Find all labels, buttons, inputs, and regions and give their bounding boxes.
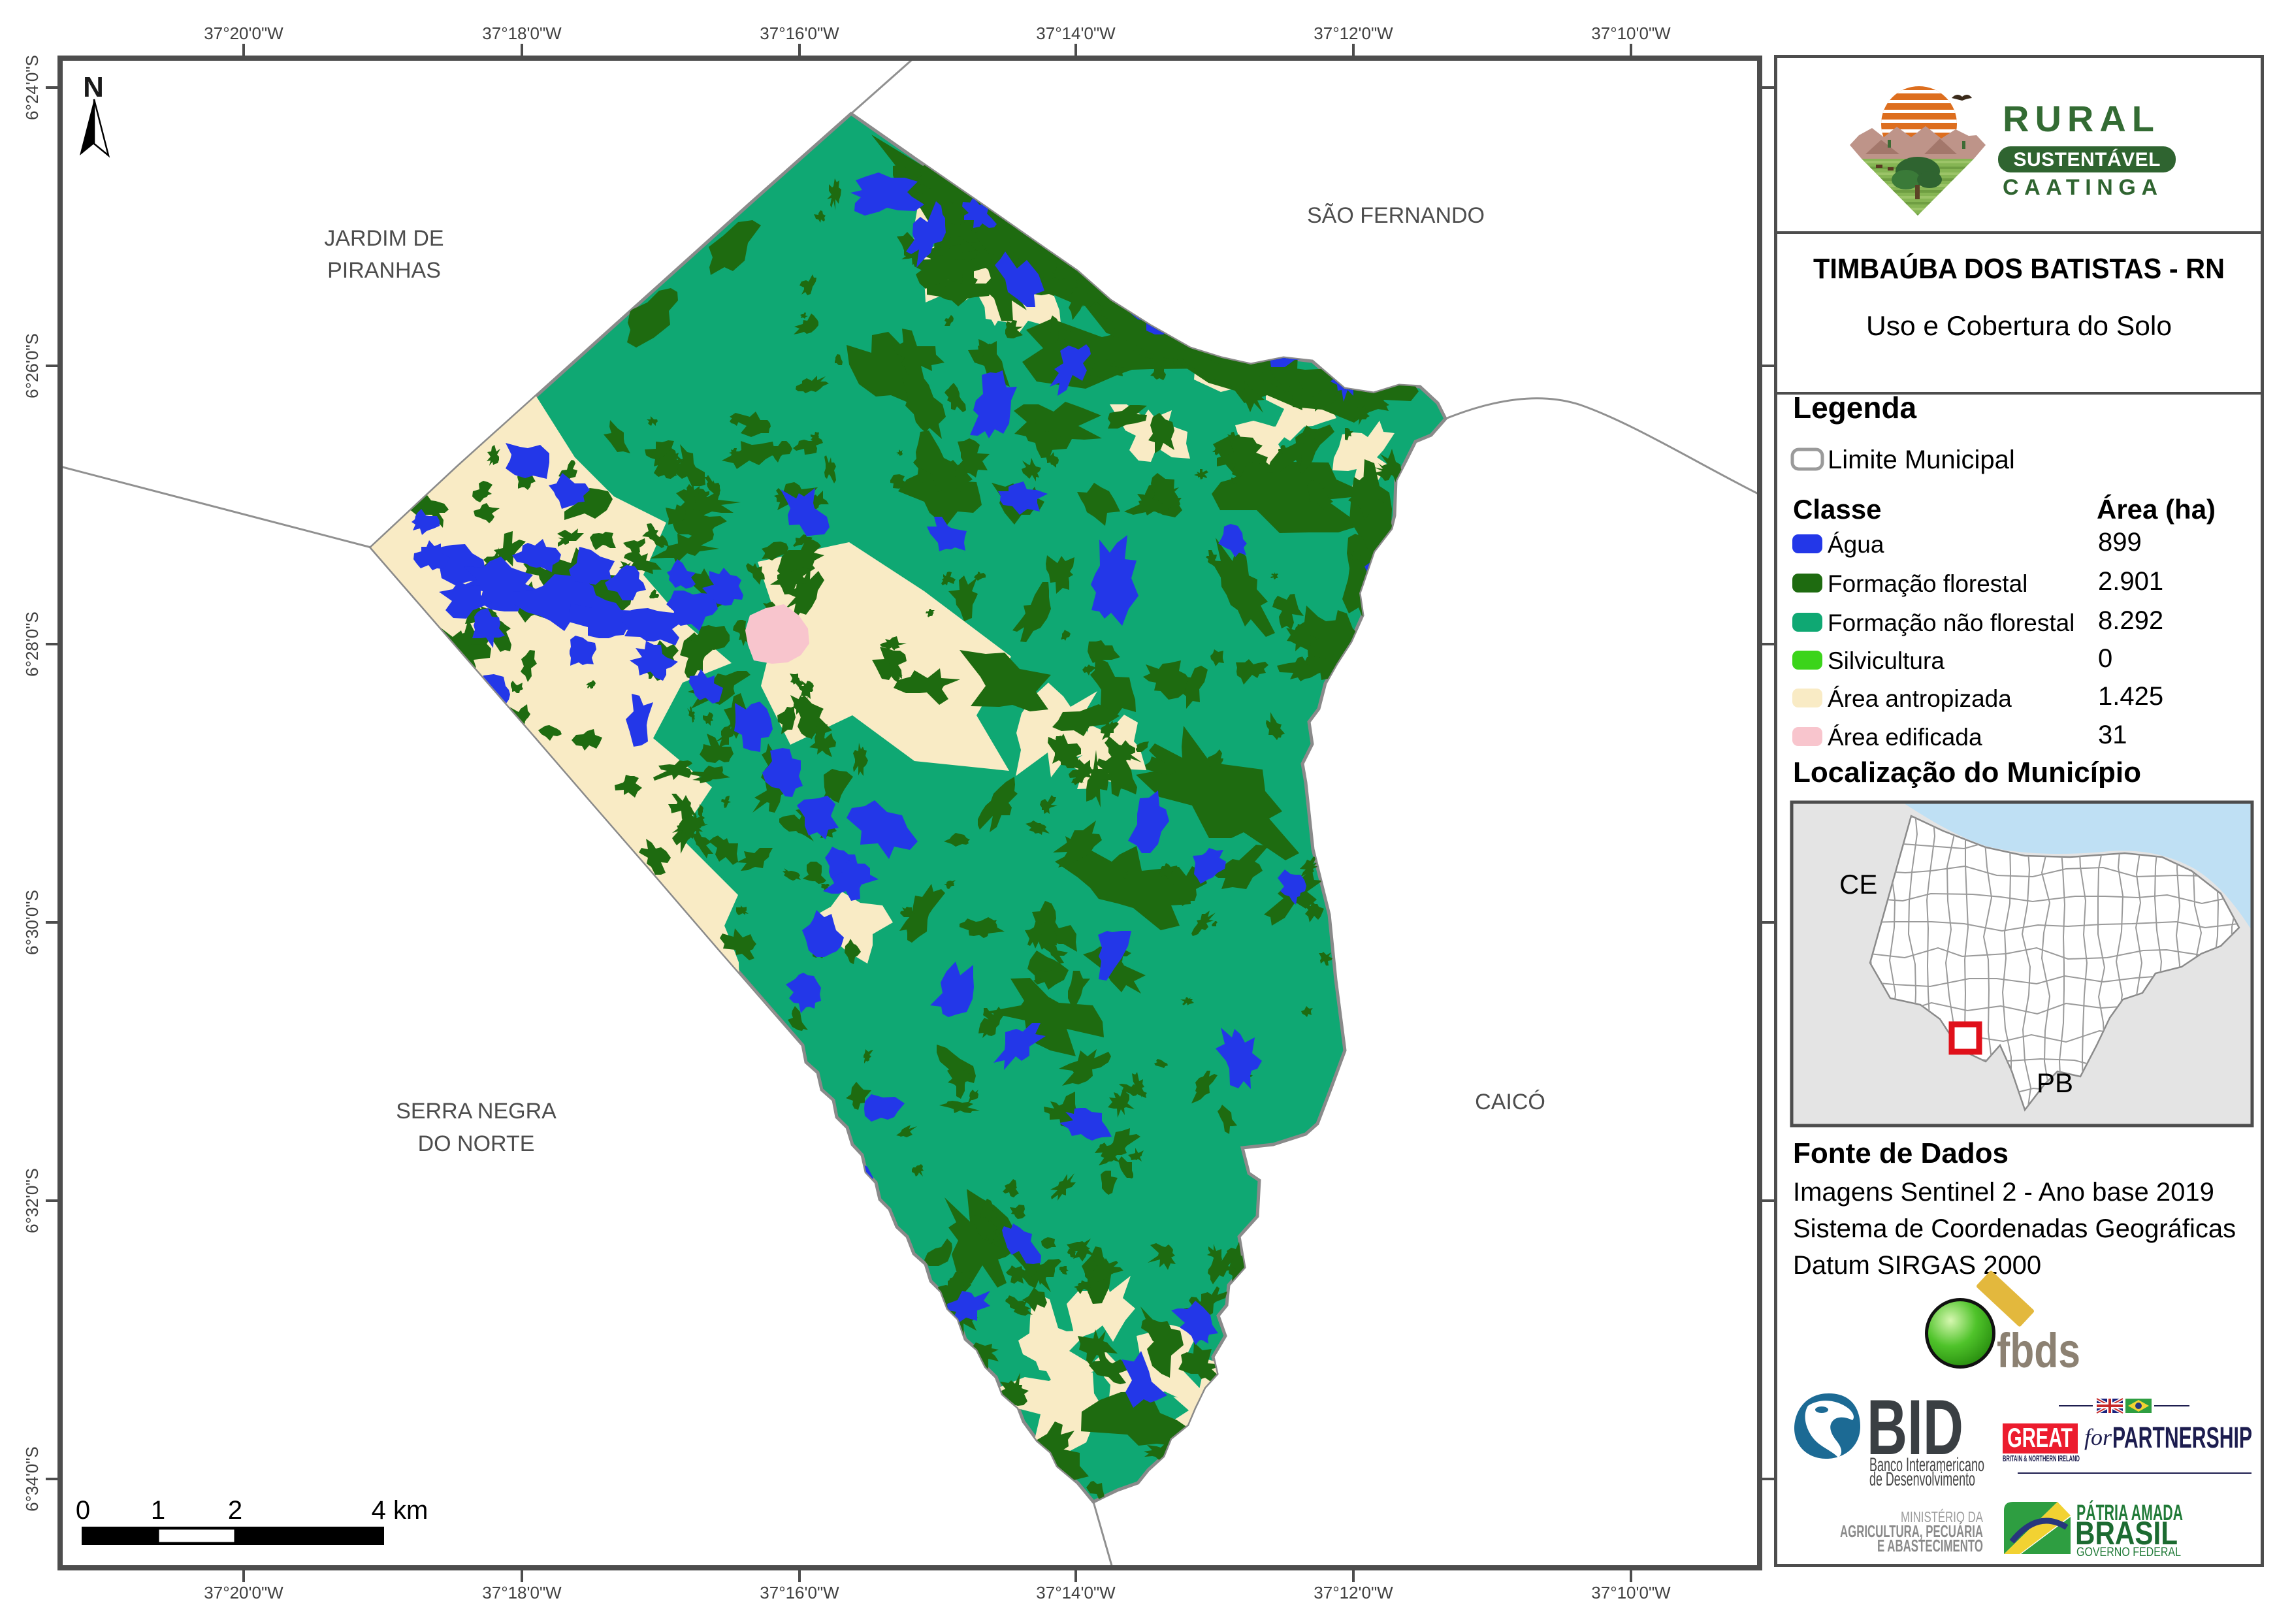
svg-text:37°10'0"W: 37°10'0"W: [1591, 1583, 1671, 1602]
svg-text:6°26'0"S: 6°26'0"S: [22, 333, 42, 398]
svg-text:8.292: 8.292: [2098, 606, 2163, 635]
svg-text:GOVERNO FEDERAL: GOVERNO FEDERAL: [2076, 1546, 2181, 1559]
svg-text:Área (ha): Área (ha): [2097, 494, 2216, 525]
svg-text:899: 899: [2098, 528, 2142, 557]
svg-text:37°18'0"W: 37°18'0"W: [482, 24, 562, 43]
svg-text:Legenda: Legenda: [1793, 391, 1917, 425]
svg-text:CE: CE: [1839, 869, 1877, 900]
svg-text:Silvicultura: Silvicultura: [1828, 647, 1945, 674]
svg-text:4 km: 4 km: [372, 1496, 428, 1525]
svg-text:Área antropizada: Área antropizada: [1828, 685, 2012, 712]
svg-text:Formação florestal: Formação florestal: [1828, 570, 2027, 597]
svg-text:PÁTRIA AMADA: PÁTRIA AMADA: [2076, 1501, 2183, 1525]
svg-text:GREAT: GREAT: [2007, 1422, 2073, 1453]
svg-text:Datum SIRGAS 2000: Datum SIRGAS 2000: [1793, 1251, 2041, 1280]
svg-text:6°24'0"S: 6°24'0"S: [22, 55, 42, 120]
svg-text:PB: PB: [2037, 1067, 2073, 1098]
svg-text:Limite Municipal: Limite Municipal: [1828, 446, 2015, 474]
svg-text:2: 2: [228, 1496, 242, 1525]
svg-text:Fonte de Dados: Fonte de Dados: [1793, 1137, 2009, 1169]
svg-text:BRASIL: BRASIL: [2075, 1515, 2178, 1551]
svg-text:fbds: fbds: [1997, 1324, 2080, 1378]
svg-text:31: 31: [2098, 721, 2127, 749]
svg-text:SÃO FERNANDO: SÃO FERNANDO: [1307, 203, 1485, 228]
svg-text:37°16'0"W: 37°16'0"W: [760, 1583, 839, 1602]
svg-text:6°34'0"S: 6°34'0"S: [22, 1446, 42, 1512]
svg-text:Uso e Cobertura do Solo: Uso e Cobertura do Solo: [1866, 310, 2172, 341]
svg-text:37°12'0"W: 37°12'0"W: [1314, 24, 1393, 43]
svg-text:BRITAIN & NORTHERN IRELAND: BRITAIN & NORTHERN IRELAND: [2003, 1453, 2080, 1463]
svg-text:6°28'0"S: 6°28'0"S: [22, 611, 42, 677]
svg-text:37°10'0"W: 37°10'0"W: [1591, 24, 1671, 43]
svg-text:E ABASTECIMENTO: E ABASTECIMENTO: [1877, 1536, 1983, 1555]
svg-text:37°18'0"W: 37°18'0"W: [482, 1583, 562, 1602]
svg-text:for: for: [2084, 1424, 2112, 1450]
svg-text:Imagens Sentinel 2 - Ano base: Imagens Sentinel 2 - Ano base 2019: [1793, 1178, 2214, 1207]
svg-text:Formação não florestal: Formação não florestal: [1828, 609, 2074, 636]
svg-text:Sistema de Coordenadas Geográf: Sistema de Coordenadas Geográficas: [1793, 1214, 2236, 1243]
svg-text:37°12'0"W: 37°12'0"W: [1314, 1583, 1393, 1602]
svg-text:Localização do Município: Localização do Município: [1793, 756, 2141, 788]
svg-text:1: 1: [151, 1496, 165, 1525]
svg-text:MINISTÉRIO DA: MINISTÉRIO DA: [1901, 1508, 1983, 1525]
svg-text:de Desenvolvimento: de Desenvolvimento: [1869, 1469, 1975, 1490]
svg-text:JARDIM DE: JARDIM DE: [324, 226, 444, 251]
svg-text:37°20'0"W: 37°20'0"W: [204, 24, 283, 43]
svg-text:2.901: 2.901: [2098, 567, 2163, 596]
svg-text:6°30'0"S: 6°30'0"S: [22, 890, 42, 955]
svg-text:CAATINGA: CAATINGA: [2003, 175, 2162, 200]
svg-text:SERRA NEGRA: SERRA NEGRA: [396, 1099, 557, 1124]
svg-text:Área edificada: Área edificada: [1828, 724, 1982, 751]
svg-text:6°32'0"S: 6°32'0"S: [22, 1168, 42, 1233]
svg-text:37°14'0"W: 37°14'0"W: [1036, 1583, 1116, 1602]
svg-text:37°16'0"W: 37°16'0"W: [760, 24, 839, 43]
svg-text:PIRANHAS: PIRANHAS: [327, 258, 441, 283]
svg-text:DO NORTE: DO NORTE: [418, 1131, 535, 1156]
svg-text:SUSTENTÁVEL: SUSTENTÁVEL: [2014, 148, 2161, 171]
svg-text:RURAL: RURAL: [2003, 98, 2160, 139]
svg-text:37°14'0"W: 37°14'0"W: [1036, 24, 1116, 43]
svg-text:CAICÓ: CAICÓ: [1475, 1090, 1545, 1114]
svg-text:Classe: Classe: [1793, 494, 1881, 525]
svg-text:0: 0: [76, 1496, 90, 1525]
svg-text:Água: Água: [1828, 531, 1884, 558]
svg-text:TIMBAÚBA DOS BATISTAS - RN: TIMBAÚBA DOS BATISTAS - RN: [1813, 252, 2225, 285]
svg-text:1.425: 1.425: [2098, 682, 2163, 711]
svg-text:37°20'0"W: 37°20'0"W: [204, 1583, 283, 1602]
svg-text:BID: BID: [1867, 1384, 1963, 1471]
svg-text:Banco Interamericano: Banco Interamericano: [1869, 1454, 1984, 1476]
svg-text:AGRICULTURA, PECUÁRIA: AGRICULTURA, PECUÁRIA: [1840, 1521, 1983, 1541]
svg-text:0: 0: [2098, 644, 2112, 673]
svg-text:PARTNERSHIP: PARTNERSHIP: [2112, 1421, 2252, 1454]
svg-text:N: N: [83, 71, 104, 103]
